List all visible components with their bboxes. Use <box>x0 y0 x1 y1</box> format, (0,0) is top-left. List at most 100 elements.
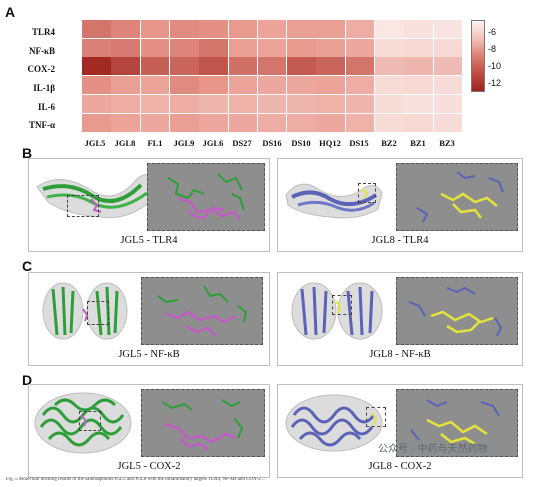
heatmap-cell <box>169 20 199 39</box>
heatmap-cell <box>404 113 433 132</box>
heatmap-cell <box>287 113 316 132</box>
colorbar-tick-label: -6 <box>488 27 497 37</box>
heatmap-cell <box>140 113 170 132</box>
heatmap-cell <box>404 76 433 95</box>
heatmap-row-label: TLR4 <box>31 27 55 37</box>
heatmap-cell <box>257 76 287 95</box>
binding-energy-heatmap: TLR4 NF-κB COX-2 IL-1β IL-6 TNF-α JGL5 J… <box>0 0 539 150</box>
heatmap-cell <box>345 94 375 113</box>
heatmap-cell <box>433 20 463 39</box>
docking-panel-jgl8-cox2: JGL8 - COX-2 <box>277 384 523 478</box>
heatmap-cell <box>345 38 375 57</box>
heatmap-cell <box>433 57 463 76</box>
colorbar-tick-label: -12 <box>488 78 502 88</box>
docking-panel-jgl8-tlr4: JGL8 - TLR4 <box>277 158 523 252</box>
heatmap-cell <box>433 38 463 57</box>
heatmap-cell <box>287 76 316 95</box>
heatmap-cell <box>404 57 433 76</box>
heatmap-cell <box>111 113 140 132</box>
zoom-view-jgl5-tlr4 <box>147 163 265 231</box>
heatmap-cell <box>228 113 258 132</box>
heatmap-cell <box>140 38 170 57</box>
heatmap-cell <box>199 38 228 57</box>
heatmap-cell <box>169 57 199 76</box>
heatmap-cell <box>169 113 199 132</box>
heatmap-row-label: IL-6 <box>37 102 55 112</box>
heatmap-cell <box>111 20 140 39</box>
heatmap-cell <box>287 38 316 57</box>
docking-caption: JGL5 - COX-2 <box>117 461 181 472</box>
heatmap-cell <box>82 20 111 39</box>
docking-caption: JGL5 - NF-κB <box>118 349 180 360</box>
protein-structure-jgl8-cox2 <box>285 394 383 452</box>
heatmap-cell <box>375 57 404 76</box>
heatmap-cell <box>433 113 463 132</box>
colorbar-tick-label: -8 <box>488 44 497 54</box>
docking-caption: JGL8 - NF-κB <box>369 349 431 360</box>
heatmap-cell <box>169 76 199 95</box>
docking-panel-jgl8-nfkb: JGL8 - NF-κB <box>277 272 523 366</box>
heatmap-cell <box>228 38 258 57</box>
heatmap-cell <box>228 57 258 76</box>
heatmap-cell <box>82 94 111 113</box>
protein-structure-jgl8-nfkb <box>291 282 383 340</box>
zoom-view-jgl8-cox2 <box>396 389 518 457</box>
heatmap-cell <box>287 20 316 39</box>
heatmap-cell <box>169 38 199 57</box>
heatmap-cell <box>228 20 258 39</box>
heatmap-cell <box>140 76 170 95</box>
heatmap-cell <box>375 113 404 132</box>
heatmap-cell <box>82 57 111 76</box>
heatmap-col-label: JGL6 <box>202 138 224 148</box>
heatmap-cell <box>82 38 111 57</box>
heatmap-cell <box>257 113 287 132</box>
heatmap-cell <box>111 57 140 76</box>
docking-panel-jgl5-cox2: JGL5 - COX-2 <box>28 384 270 478</box>
heatmap-row-label: IL-1β <box>33 83 55 93</box>
heatmap-cell <box>345 20 375 39</box>
zoom-view-jgl5-cox2 <box>141 389 265 457</box>
heatmap-cell <box>169 94 199 113</box>
heatmap-cell <box>345 113 375 132</box>
heatmap-cell <box>199 113 228 132</box>
heatmap-cell <box>199 57 228 76</box>
heatmap-cell <box>199 20 228 39</box>
heatmap-cell <box>287 94 316 113</box>
heatmap-cell <box>228 94 258 113</box>
heatmap-col-label: JGL8 <box>114 138 136 148</box>
heatmap-cell <box>375 94 404 113</box>
docking-caption: JGL8 - TLR4 <box>371 235 429 246</box>
docking-caption: JGL8 - COX-2 <box>368 461 432 472</box>
heatmap-col-label: DS16 <box>262 138 282 148</box>
heatmap-cell <box>82 76 111 95</box>
docking-panel-jgl5-tlr4: JGL5 - TLR4 <box>28 158 270 252</box>
heatmap-col-label: JGL5 <box>84 138 106 148</box>
heatmap-col-label: FL1 <box>147 138 163 148</box>
heatmap-cell <box>111 94 140 113</box>
heatmap-cell <box>140 57 170 76</box>
heatmap-cell <box>228 76 258 95</box>
heatmap-col-label: BZ3 <box>439 138 455 148</box>
heatmap-cell <box>433 76 463 95</box>
heatmap-cell <box>257 94 287 113</box>
protein-structure-jgl5-nfkb <box>42 282 128 340</box>
heatmap-cell <box>404 38 433 57</box>
panel-letter-a: A <box>5 4 16 20</box>
heatmap-cell <box>316 94 346 113</box>
watermark: 公众号 · 中药与天然药物 <box>378 444 488 455</box>
heatmap-cell <box>199 94 228 113</box>
heatmap-cell <box>316 76 346 95</box>
heatmap-cell <box>199 76 228 95</box>
figure-footnote: Fig. 5 Molecular docking results of the … <box>6 477 266 482</box>
heatmap-cell <box>257 38 287 57</box>
protein-structure-jgl5-cox2 <box>34 392 132 454</box>
zoom-view-jgl8-tlr4 <box>396 163 518 231</box>
heatmap-col-label: HQ12 <box>319 138 341 148</box>
docking-caption: JGL5 - TLR4 <box>120 235 178 246</box>
colorbar <box>471 20 485 92</box>
docking-panel-jgl5-nfkb: JGL5 - NF-κB <box>28 272 270 366</box>
heatmap-col-label: DS10 <box>291 138 311 148</box>
heatmap-cell <box>345 76 375 95</box>
heatmap-cell <box>404 20 433 39</box>
heatmap-cell <box>287 57 316 76</box>
